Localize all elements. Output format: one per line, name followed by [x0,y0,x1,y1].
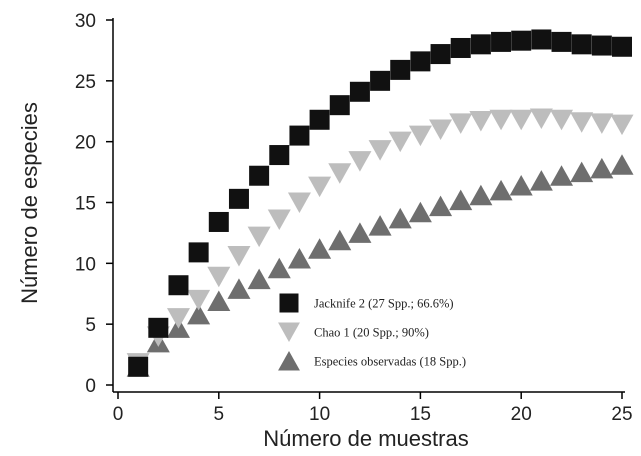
data-point [570,112,594,133]
x-tick-label: 15 [410,404,431,425]
y-tick-label: 5 [85,315,96,336]
data-point [267,257,291,279]
data-point [570,161,594,183]
data-point [610,114,634,136]
x-tick-label: 5 [214,404,225,425]
x-axis-title: Número de muestras [263,426,468,451]
data-point [509,109,533,131]
data-point [529,170,553,191]
data-point [529,108,553,130]
data-point [349,81,370,102]
data-point [267,209,291,231]
data-point [511,30,532,51]
data-point [249,165,270,186]
series-square [128,29,632,377]
legend-label: Chao 1 (20 Spp.; 90%) [314,326,429,340]
data-point [348,222,372,243]
legend-marker [278,351,300,371]
data-point [247,268,271,290]
data-point [166,308,190,329]
data-point [469,110,493,132]
data-point [449,113,473,134]
data-point [228,188,249,209]
data-point [429,119,453,140]
data-point [390,59,411,80]
data-point [308,238,332,259]
data-point [207,266,231,288]
data-point [370,70,391,91]
y-tick-label: 10 [75,254,96,275]
data-point [388,131,412,153]
data-point [449,189,473,211]
series-triangle-down [126,108,634,374]
data-point [450,37,471,58]
data-point [287,192,311,213]
data-point [430,44,451,65]
data-point [550,165,574,186]
data-point [187,289,211,311]
data-point [470,34,491,55]
data-point [368,215,392,236]
data-point [590,157,614,179]
y-tick-label: 20 [75,133,96,154]
legend: Jacknife 2 (27 Spp.; 66.6%) Chao 1 (20 Sp… [278,293,466,371]
data-point [187,303,211,325]
data-point [287,247,311,269]
x-tick-label: 10 [309,404,330,425]
legend-label: Jacknife 2 (27 Spp.; 66.6%) [314,297,454,311]
data-point [590,113,614,134]
series-layer [126,29,634,377]
data-point [148,317,169,338]
data-point [207,290,231,312]
data-point [491,31,512,52]
data-point [328,229,352,251]
data-point [328,163,352,184]
data-point [269,145,290,166]
data-point [469,184,493,206]
data-point [308,176,332,198]
data-point [309,109,330,130]
data-point [329,95,350,116]
data-point [610,154,634,175]
data-point [128,356,149,377]
y-tick-label: 15 [75,194,96,215]
data-point [489,179,513,201]
y-tick-label: 30 [75,11,96,32]
data-point [348,151,372,172]
data-point [509,174,533,196]
data-point [410,51,431,72]
data-point [208,211,229,232]
data-point [591,35,612,56]
data-point [368,140,392,161]
legend-marker [278,322,300,342]
data-point [531,29,552,50]
data-point [247,226,271,248]
data-point [168,275,189,296]
data-point [227,246,251,267]
data-point [227,278,251,299]
data-point [388,207,412,229]
x-tick-label: 0 [113,404,124,425]
legend-marker [279,293,299,313]
series-triangle-up [126,154,634,377]
data-point [550,109,574,131]
y-axis-title: Número de especies [17,102,42,304]
data-point [551,31,572,52]
y-tick-label: 0 [85,376,96,397]
data-point [408,125,432,147]
y-tick-label: 25 [75,72,96,93]
data-point [489,109,513,131]
data-point [612,36,632,57]
data-point [289,125,310,146]
data-point [408,201,432,223]
x-tick-label: 25 [611,404,632,425]
data-point [571,34,592,55]
data-point [188,242,209,263]
data-point [429,195,453,217]
x-tick-label: 20 [511,404,532,425]
legend-label: Especies observadas (18 Spp.) [314,355,466,369]
ticks: 0 5 10 15 20 25 30 0 5 10 15 20 25 [75,11,633,425]
